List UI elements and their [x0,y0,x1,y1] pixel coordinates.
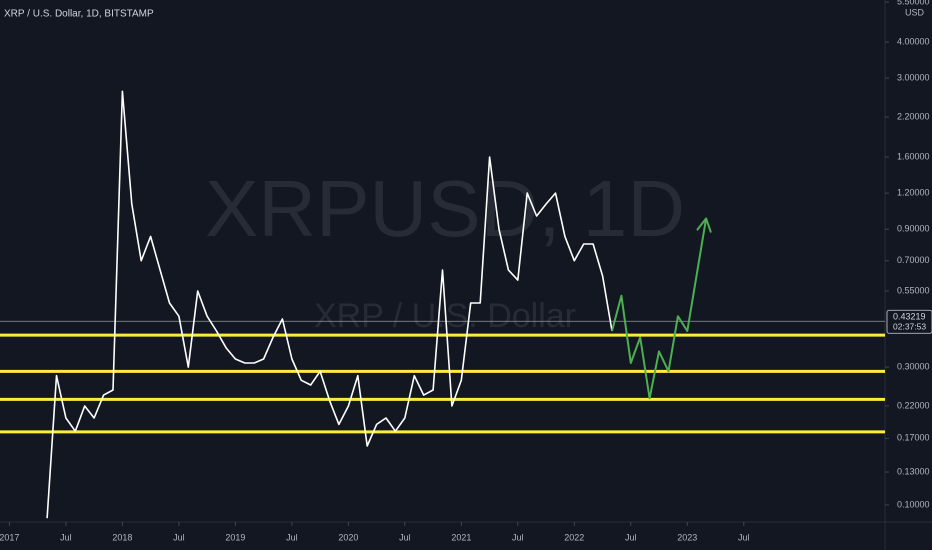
x-tick-label: Jul [399,532,411,542]
y-tick-label: 1.60000 [897,151,930,161]
x-tick-label: 2021 [451,532,471,542]
x-tick-label: 2019 [225,532,245,542]
y-tick-label: 0.90000 [897,224,930,234]
y-tick-label: 4.00000 [897,36,930,46]
x-tick-label: 2023 [677,532,697,542]
x-tick-label: Jul [625,532,637,542]
y-tick-label: 0.55000 [897,285,930,295]
price-line [46,90,613,519]
x-tick-label: 2017 [0,532,19,542]
x-tick-label: Jul [60,532,72,542]
arrow-head [696,217,708,231]
x-tick-label: 2018 [112,532,132,542]
y-tick-label: 0.70000 [897,255,930,265]
y-unit: USD [905,7,925,17]
y-tick-label: 1.20000 [897,187,930,197]
countdown: 02:37:53 [893,322,926,332]
x-tick-label: Jul [286,532,298,542]
arrow-head [705,217,712,233]
y-tick-label: 0.22000 [897,400,930,410]
current-price-box [886,309,932,334]
y-tick-label: 2.20000 [897,111,930,121]
y-tick-label: 0.30000 [897,361,930,371]
x-tick-label: 2022 [564,532,584,542]
x-tick-label: Jul [173,532,185,542]
watermark: XRPUSD, 1D [205,164,685,253]
y-tick-label: 0.10000 [897,499,930,509]
y-tick-label: 0.13000 [897,466,930,476]
chart-title: XRP / U.S. Dollar, 1D, BITSTAMP [4,9,154,20]
current-price-label: 0.43219 [893,312,926,322]
x-tick-label: Jul [738,532,750,542]
y-tick-label: 0.17000 [897,433,930,443]
projection-line [611,218,708,400]
x-tick-label: 2020 [338,532,358,542]
x-tick-label: Jul [512,532,524,542]
y-tick-label: 3.00000 [897,72,930,82]
y-tick-label: 5.50000 [897,0,930,6]
